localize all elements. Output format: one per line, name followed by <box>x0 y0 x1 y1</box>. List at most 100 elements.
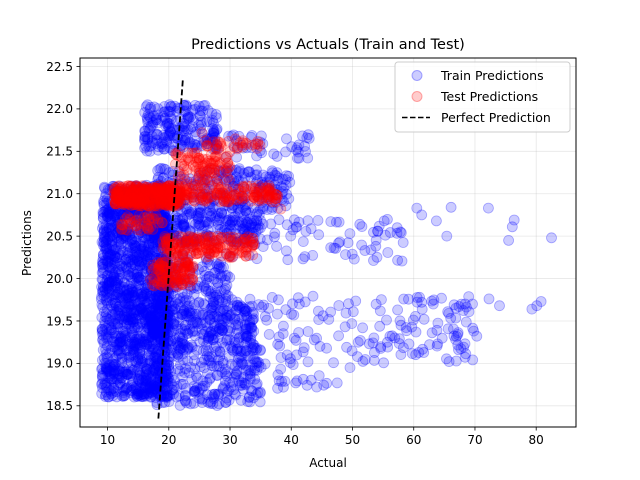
data-point <box>138 183 150 195</box>
data-point <box>108 354 119 366</box>
data-point <box>328 357 339 369</box>
data-point <box>430 215 442 227</box>
data-point <box>173 316 184 328</box>
data-point <box>126 298 138 310</box>
data-point <box>153 286 165 298</box>
data-point <box>224 231 235 243</box>
data-point <box>134 260 146 272</box>
x-tick-label: 50 <box>345 433 360 447</box>
data-point <box>162 219 174 231</box>
data-point <box>129 292 141 304</box>
data-point <box>149 310 161 322</box>
data-point <box>135 313 147 325</box>
data-point <box>111 227 123 239</box>
data-point <box>229 360 241 372</box>
data-point <box>145 331 157 343</box>
data-point <box>136 317 148 329</box>
data-point <box>135 226 147 238</box>
data-point <box>157 262 168 274</box>
data-point <box>97 261 109 273</box>
data-point <box>161 243 173 255</box>
data-point <box>134 238 146 250</box>
data-point <box>120 254 131 266</box>
data-point <box>120 312 131 323</box>
data-point <box>122 289 133 301</box>
data-point <box>126 233 138 245</box>
data-point <box>113 226 124 238</box>
data-point <box>123 311 135 323</box>
data-point <box>109 317 121 329</box>
data-point <box>112 345 124 357</box>
data-point <box>149 233 161 245</box>
legend-label-test: Test Predictions <box>440 89 538 104</box>
data-point <box>302 129 314 141</box>
data-point <box>112 379 124 391</box>
data-point <box>143 303 155 315</box>
data-point <box>155 180 167 192</box>
data-point <box>112 214 123 226</box>
data-point <box>111 344 123 356</box>
data-point <box>141 363 152 375</box>
data-point <box>148 228 160 240</box>
data-point <box>146 225 157 237</box>
data-point <box>115 200 126 212</box>
data-point <box>458 341 470 353</box>
data-point <box>152 343 164 355</box>
data-point <box>102 364 114 376</box>
data-point <box>144 313 156 325</box>
data-point <box>275 363 287 375</box>
data-point <box>124 300 136 312</box>
data-point <box>105 271 117 283</box>
data-point <box>158 194 170 206</box>
data-point <box>198 354 210 366</box>
data-point <box>155 237 166 249</box>
data-point <box>156 389 167 401</box>
data-point <box>223 196 235 208</box>
data-point <box>443 307 455 319</box>
data-point <box>130 341 142 352</box>
data-point <box>146 387 157 399</box>
data-point <box>124 229 136 240</box>
data-point <box>145 190 157 202</box>
data-point <box>471 330 483 342</box>
data-point <box>129 383 141 395</box>
data-point <box>97 267 109 279</box>
data-point <box>103 391 115 403</box>
data-point <box>133 271 145 283</box>
data-point <box>118 184 129 196</box>
data-point <box>126 234 138 246</box>
data-point <box>108 274 120 286</box>
data-point <box>98 337 110 349</box>
data-point <box>158 211 170 223</box>
data-point <box>150 267 162 279</box>
data-point <box>125 299 137 311</box>
data-point <box>148 280 160 292</box>
data-point <box>114 272 126 284</box>
data-point <box>144 373 156 385</box>
data-point <box>127 266 139 278</box>
data-point <box>140 327 152 339</box>
x-tick-label: 60 <box>406 433 421 447</box>
data-point <box>108 289 120 301</box>
data-point <box>151 299 163 311</box>
data-point <box>392 254 404 266</box>
data-point <box>123 298 135 310</box>
data-point <box>159 233 171 245</box>
data-point <box>121 253 133 265</box>
data-point <box>114 258 126 270</box>
data-point <box>97 354 108 366</box>
data-point <box>133 201 145 213</box>
data-point <box>135 221 147 233</box>
data-point <box>125 380 137 392</box>
data-point <box>101 198 112 210</box>
data-point <box>130 216 142 228</box>
data-point <box>148 323 160 335</box>
data-point <box>148 314 160 326</box>
data-point <box>98 224 110 236</box>
data-point <box>128 307 140 319</box>
data-point <box>154 314 165 326</box>
data-point <box>99 377 111 389</box>
x-tick-label: 30 <box>222 433 237 447</box>
data-point <box>135 303 147 315</box>
data-point <box>132 228 144 240</box>
